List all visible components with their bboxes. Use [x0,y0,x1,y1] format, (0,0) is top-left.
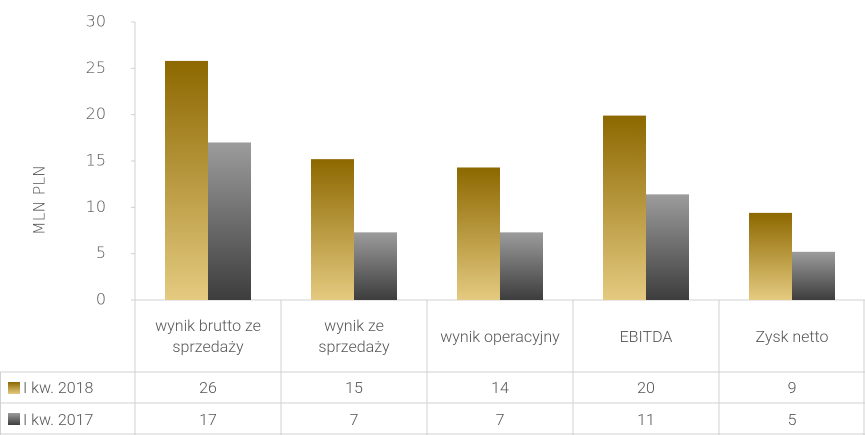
y-tick-label: 0 [96,290,106,309]
category-label: EBITDA [619,326,673,346]
bar [646,194,689,300]
y-tick-label: 5 [96,243,106,262]
bar [165,60,208,300]
bar [354,232,397,300]
y-tick-label: 20 [86,104,106,123]
bar [500,232,543,300]
bar [792,251,835,300]
bar [457,167,500,300]
table-value: 5 [787,409,797,429]
category-label: Zysk netto [755,326,829,346]
table-value: 14 [491,378,509,397]
legend-entry: I kw. 2018 [0,372,135,403]
y-tick-label: 25 [86,58,106,77]
y-tick-label: 10 [86,197,106,216]
table-value: 20 [637,378,655,397]
category-label: wynik ze sprzedaży [318,316,390,356]
y-axis-label: MLN PLN [30,165,49,235]
bar [749,212,792,300]
legend-entry: I kw. 2017 [0,403,135,435]
category-label: wynik brutto ze sprzedaży [155,316,261,356]
bar [603,115,646,301]
y-tick-label: 15 [86,151,106,170]
table-value: 15 [345,378,363,397]
y-tick-label: 30 [86,12,106,31]
legend-label: I kw. 2017 [23,409,94,429]
bar [208,142,251,300]
table-value: 7 [349,409,359,429]
category-label: wynik operacyjny [440,326,560,346]
table-value: 26 [199,378,217,397]
legend-swatch [8,381,20,394]
table-value: 7 [495,409,505,429]
legend-swatch [8,413,20,425]
bar [311,159,354,300]
table-value: 17 [199,409,217,429]
table-value: 9 [787,378,797,397]
legend-label: I kw. 2018 [23,378,94,397]
table-value: 11 [637,409,655,429]
